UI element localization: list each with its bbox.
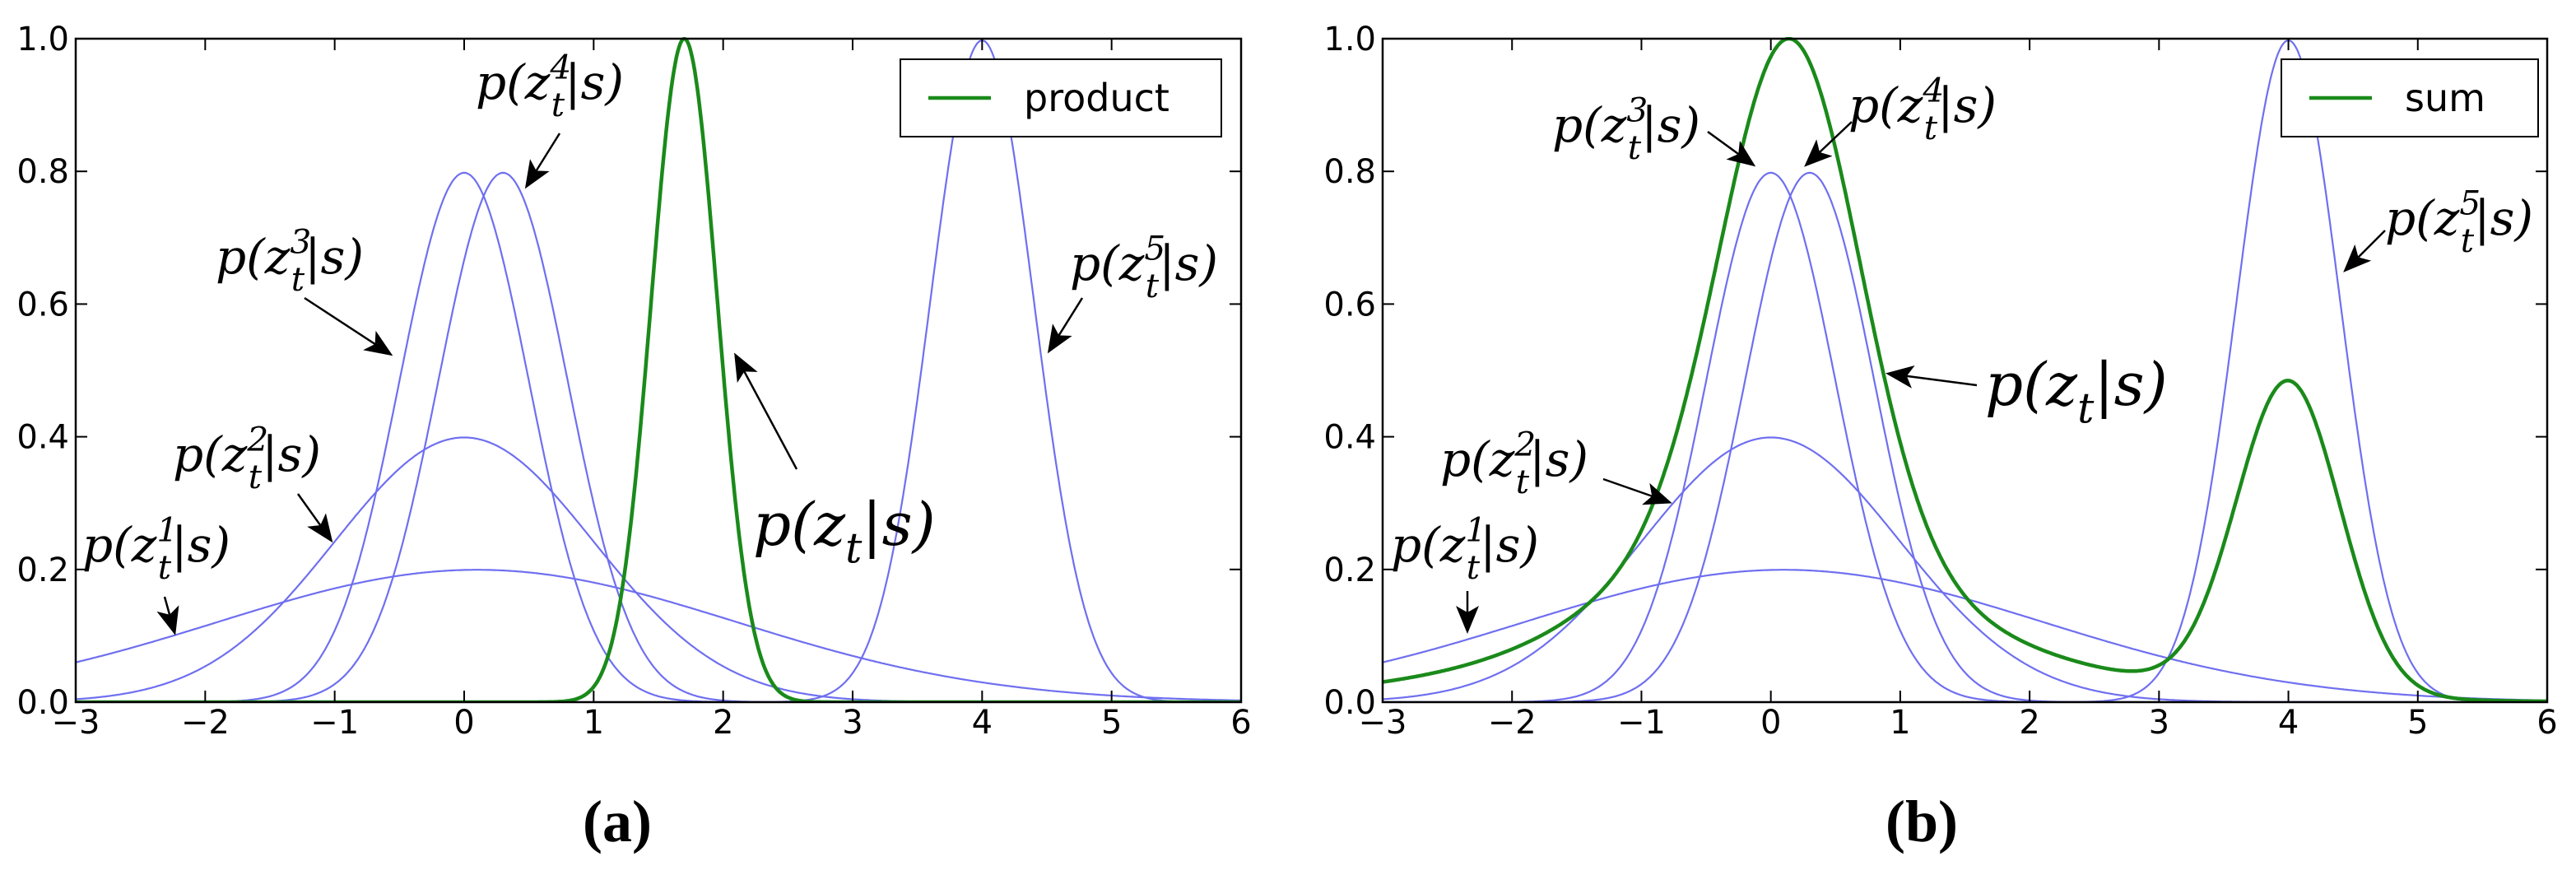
annotation-arrow — [304, 296, 393, 356]
annotation-arrow — [1047, 297, 1084, 354]
y-tick-label: 0.6 — [16, 286, 69, 323]
x-tick-label: 4 — [972, 704, 993, 742]
annotation-arrow — [1602, 477, 1672, 505]
annotation-label: p(zt|s) — [1985, 350, 2168, 433]
legend: product — [900, 58, 1222, 137]
annotation-arrow — [1707, 130, 1756, 167]
legend-label: product — [1024, 76, 1169, 120]
x-tick-label: 3 — [842, 704, 863, 742]
component-curve-1 — [76, 569, 1241, 702]
annotation-arrow — [524, 133, 561, 189]
annotation-label: p(z4 t|s) — [1848, 71, 1997, 147]
x-tick-label: −2 — [181, 704, 230, 742]
x-tick-label: 6 — [2536, 704, 2557, 742]
y-tick-label: 0.8 — [16, 153, 69, 191]
y-tick-label: 0.8 — [1323, 153, 1376, 191]
curves — [76, 37, 1241, 702]
panel-label: (a) — [583, 789, 652, 854]
legend-label: sum — [2405, 76, 2485, 120]
y-tick-label: 0.4 — [1323, 419, 1376, 457]
legend: sum — [2281, 58, 2539, 137]
annotation-arrow — [156, 596, 179, 635]
product-curve — [76, 37, 1241, 702]
x-tick-label: 6 — [1230, 704, 1251, 742]
x-tick-label: 1 — [1890, 704, 1910, 742]
x-tick-label: 0 — [453, 704, 474, 742]
y-tick-label: 0.4 — [16, 419, 69, 457]
annotation-label: p(z3 t|s) — [1552, 91, 1700, 167]
x-tick-label: 4 — [2278, 704, 2299, 742]
x-tick-label: 2 — [2019, 704, 2039, 742]
panel-label: (b) — [1886, 789, 1958, 854]
y-tick-label: 1.0 — [1323, 21, 1376, 58]
x-tick-label: −1 — [310, 704, 359, 742]
plot-frame — [1381, 37, 2549, 704]
x-tick-label: −2 — [1488, 704, 1537, 742]
y-tick-label: 0.0 — [16, 684, 69, 722]
x-tick-label: −1 — [1617, 704, 1666, 742]
component-curve-5 — [76, 39, 1241, 702]
y-tick-label: 0.0 — [1323, 684, 1376, 722]
component-curve-5 — [1383, 39, 2547, 702]
annotation-label: p(z3 t|s) — [216, 222, 364, 299]
y-tick-label: 1.0 — [16, 21, 69, 58]
annotation-label: p(z1 t|s) — [82, 510, 230, 587]
x-tick-label: −3 — [1359, 704, 1407, 742]
annotation-label: p(z1 t|s) — [1391, 510, 1539, 587]
x-tick-label: 0 — [1760, 704, 1781, 742]
x-tick-label: 5 — [2407, 704, 2428, 742]
component-curve-2 — [76, 436, 1241, 702]
annotation-arrow — [734, 352, 798, 470]
panel-b-sum: −3 −2 −1 0 1 2 3 4 5 6 0.0 0.2 0.4 0.6 0.8 1.0 sum p(z1 t|… — [1323, 21, 2557, 854]
panel-a-product: −3 −2 −1 0 1 2 3 4 5 6 0.0 0.2 0.4 0.6 0.8 1.0 product p(… — [16, 21, 1251, 854]
annotation-label: p(z5 t|s) — [1070, 229, 1218, 305]
annotation-label: p(z5 t|s) — [2385, 184, 2533, 260]
annotation-label: p(zt|s) — [753, 490, 936, 573]
annotation-arrow — [1886, 365, 1978, 389]
component-curve-2 — [1383, 436, 2547, 702]
annotation-arrow — [1804, 121, 1853, 167]
sum-curve — [1383, 37, 2547, 702]
annotation-arrow — [296, 493, 333, 543]
plot-frame — [74, 37, 1243, 704]
y-tick-label: 0.6 — [1323, 286, 1376, 323]
y-tick-label: 0.2 — [16, 552, 69, 589]
annotation-label: p(z4 t|s) — [476, 48, 624, 124]
y-tick-label: 0.2 — [1323, 552, 1376, 589]
x-tick-label: 1 — [584, 704, 604, 742]
annotation-arrow — [2343, 230, 2386, 272]
annotation-label: p(z2 t|s) — [1440, 425, 1588, 501]
component-curve-3 — [76, 171, 1241, 702]
x-tick-label: 3 — [2149, 704, 2169, 742]
annotation-label: p(z2 t|s) — [173, 420, 321, 496]
x-tick-label: 5 — [1101, 704, 1122, 742]
x-tick-label: 2 — [713, 704, 733, 742]
x-tick-label: −3 — [52, 704, 100, 742]
component-curve-3 — [1383, 171, 2547, 702]
